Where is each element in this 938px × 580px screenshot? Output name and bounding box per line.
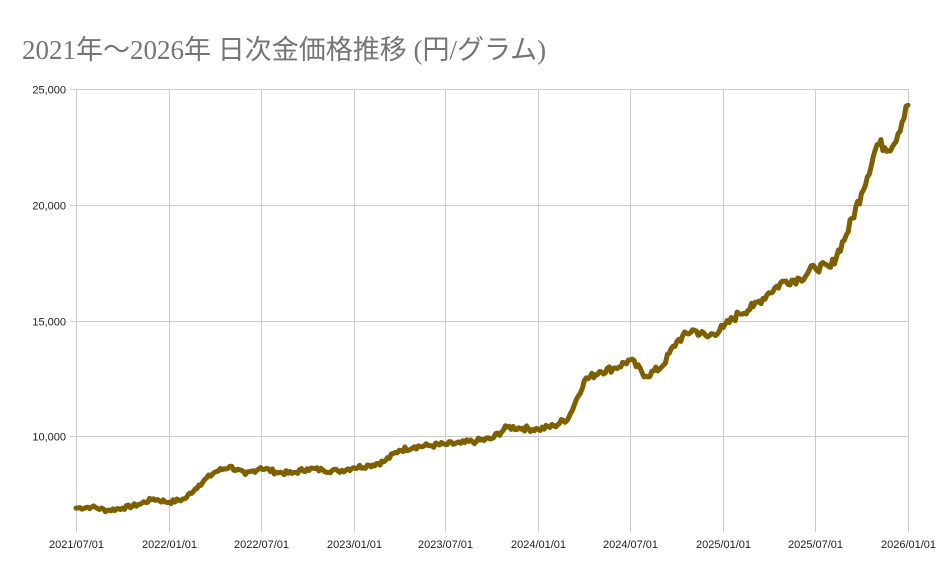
chart-title: 2021年～2026年 日次金価格推移 (円/グラム) (22, 35, 547, 65)
x-tick-label: 2021/07/01 (49, 539, 104, 551)
gold-price-line (73, 102, 911, 515)
y-tick-label: 25,000 (32, 85, 66, 97)
gridlines (70, 89, 909, 532)
x-tick-label: 2025/07/01 (788, 539, 843, 551)
y-tick-label: 10,000 (32, 432, 66, 444)
x-axis-ticks: 2021/07/01 2022/01/01 2022/07/01 2023/01/01… (49, 539, 936, 551)
x-tick-label: 2022/01/01 (142, 539, 197, 551)
y-tick-label: 15,000 (32, 317, 66, 329)
y-axis-ticks: 10,000 15,000 20,000 25,000 (32, 85, 66, 444)
x-tick-label: 2022/07/01 (234, 539, 289, 551)
x-tick-label: 2023/07/01 (418, 539, 473, 551)
x-tick-label: 2025/01/01 (696, 539, 751, 551)
x-tick-label: 2026/01/01 (881, 539, 936, 551)
x-tick-label: 2024/07/01 (603, 539, 658, 551)
y-tick-label: 20,000 (32, 201, 66, 213)
x-tick-label: 2024/01/01 (511, 539, 566, 551)
x-tick-label: 2023/01/01 (327, 539, 382, 551)
